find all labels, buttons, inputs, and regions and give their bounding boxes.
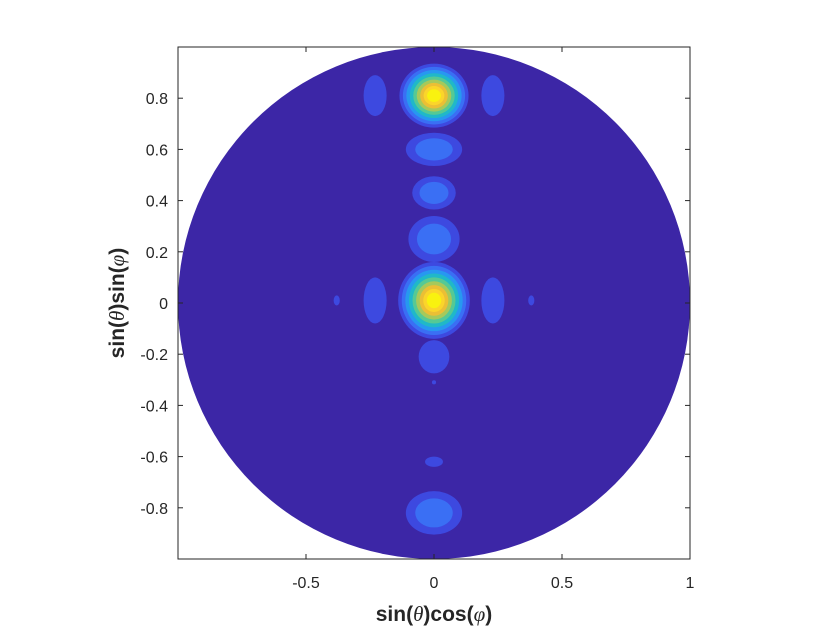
contour-peak — [333, 295, 340, 306]
y-axis-label: sin(θ)sin(φ) — [105, 248, 129, 359]
contour-level — [431, 380, 437, 385]
contour-level — [427, 89, 441, 103]
contour-level — [419, 181, 449, 205]
contour-peak — [481, 277, 505, 324]
contour-level — [418, 340, 450, 374]
contour-level — [415, 498, 453, 528]
y-tick-label: -0.6 — [140, 450, 168, 467]
contour-peak — [405, 491, 463, 535]
contour-peak — [363, 277, 387, 324]
contour-peak — [431, 380, 437, 385]
x-tick-label: 0 — [430, 575, 439, 592]
x-tick-label: 0.5 — [551, 575, 573, 592]
contour-level — [425, 456, 443, 467]
y-tick-label: 0.2 — [146, 245, 168, 262]
contour-peak — [399, 63, 469, 128]
plot-area — [178, 47, 690, 559]
contour-level — [415, 138, 453, 161]
y-tick-label: -0.4 — [140, 398, 168, 415]
x-tick-label: 1 — [686, 575, 695, 592]
contour-peak — [363, 75, 387, 117]
contour-peak — [405, 132, 463, 167]
contour-level — [333, 295, 340, 306]
y-tick-label: -0.8 — [140, 501, 168, 518]
y-tick-label: 0.8 — [146, 91, 168, 108]
contour-level — [481, 277, 505, 324]
y-tick-label: 0.4 — [146, 194, 168, 211]
contour-peak — [425, 456, 443, 467]
contour-level — [363, 277, 387, 324]
contour-peak — [398, 262, 470, 339]
contour-peak — [528, 295, 535, 306]
contour-peak — [412, 176, 456, 210]
contour-layer — [333, 63, 535, 535]
x-axis-label: sin(θ)cos(φ) — [376, 602, 492, 626]
x-ticks: -0.5 0 0.5 1 — [292, 47, 695, 592]
y-ticks: 0.8 0.6 0.4 0.2 0 -0.2 -0.4 -0.6 -0.8 — [140, 91, 690, 518]
contour-level — [528, 295, 535, 306]
contour-level — [426, 292, 442, 309]
y-tick-label: 0 — [159, 296, 168, 313]
contour-peak — [408, 215, 460, 263]
contour-peak — [418, 340, 450, 374]
contour-level — [363, 75, 387, 117]
contour-peak — [481, 75, 505, 117]
contour-level — [416, 223, 452, 255]
y-tick-label: -0.2 — [140, 347, 168, 364]
y-tick-label: 0.6 — [146, 142, 168, 159]
x-tick-label: -0.5 — [292, 575, 320, 592]
contour-level — [481, 75, 505, 117]
